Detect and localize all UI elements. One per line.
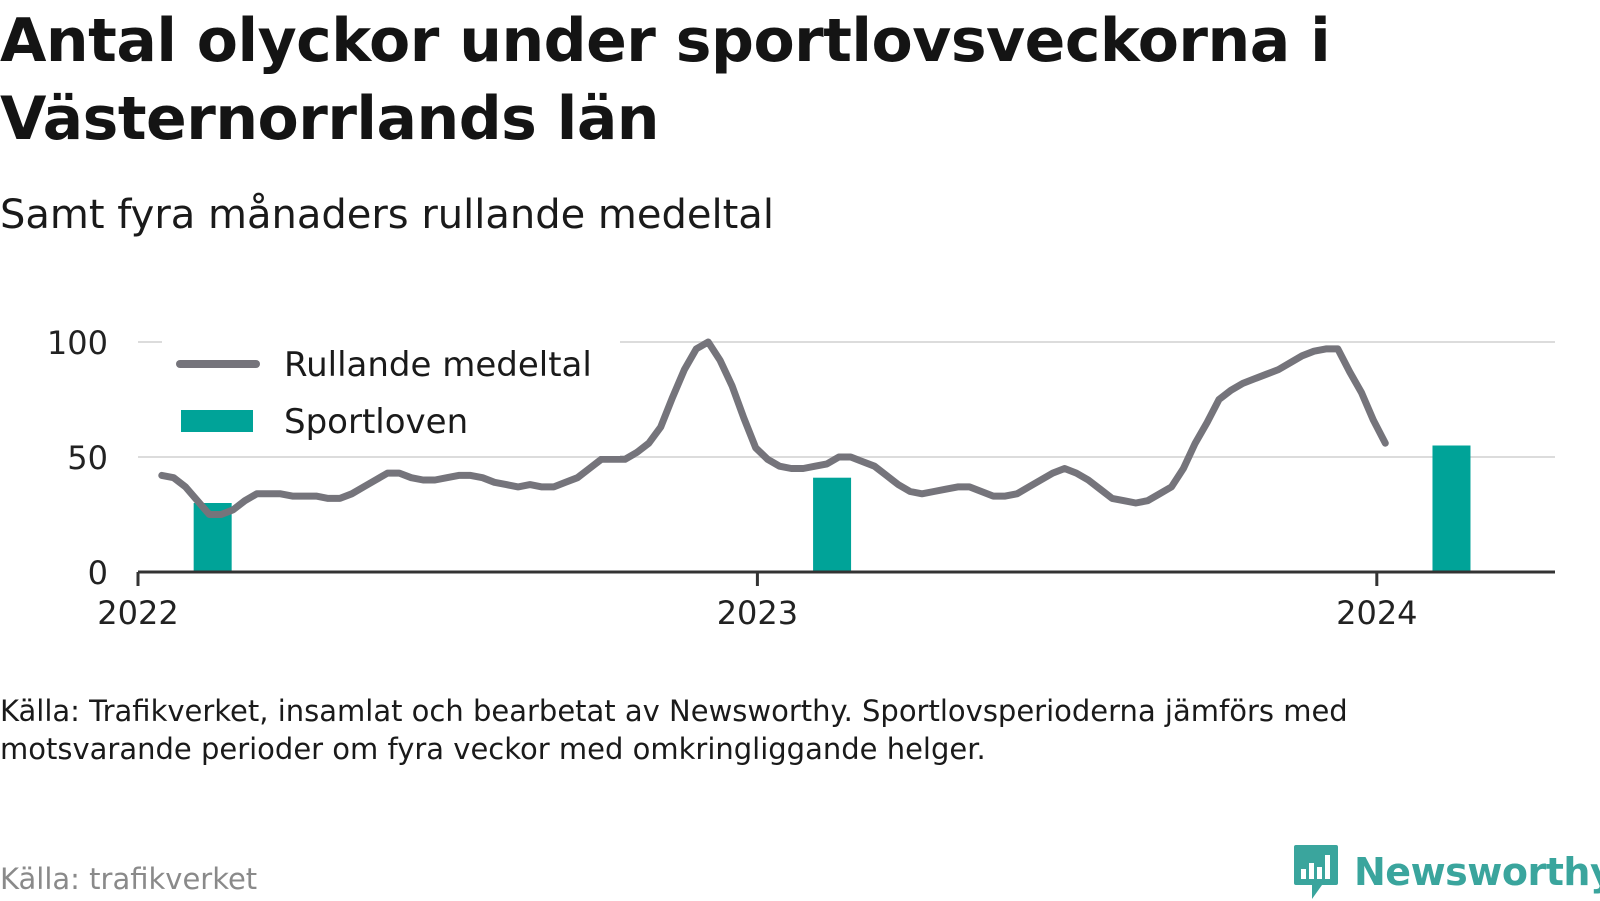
axes: 0 50 100 2022 2023 2024: [47, 324, 1555, 632]
line-series: [158, 338, 1389, 518]
legend-label-line: Rullande medeltal: [284, 345, 592, 385]
legend: Rullande medeltal Sportloven: [162, 334, 620, 456]
x-tick-label: 2023: [717, 594, 798, 632]
x-tick-label: 2022: [97, 594, 178, 632]
legend-background: [162, 334, 620, 456]
source-label: Källa: trafikverket: [0, 862, 258, 896]
chart-note: Källa: Trafikverket, insamlat och bearbe…: [0, 694, 1348, 766]
bars: [193, 445, 1471, 572]
brand-name: Newsworthy: [1354, 850, 1600, 894]
y-tick-label: 50: [67, 439, 108, 477]
y-tick-label: 0: [88, 554, 108, 592]
chart-title: Antal olyckor under sportlovsveckorna i …: [0, 6, 1331, 154]
bar-sportloven: [1432, 445, 1471, 572]
line-rullande-medeltal: [158, 338, 1389, 518]
newsworthy-logo-icon: [1294, 845, 1338, 899]
legend-label-bar: Sportloven: [284, 402, 468, 442]
chart-area: 0 50 100 2022 2023 2024 Rullande medeltal Spor…: [47, 324, 1555, 632]
newsworthy-logo[interactable]: Newsworthy: [1292, 843, 1600, 901]
chart-subtitle: Samt fyra månaders rullande medeltal: [0, 192, 774, 238]
y-tick-label: 100: [47, 324, 108, 362]
bar-sportloven: [813, 477, 852, 572]
legend-bar-swatch: [181, 410, 253, 432]
x-tick-label: 2024: [1336, 594, 1417, 632]
